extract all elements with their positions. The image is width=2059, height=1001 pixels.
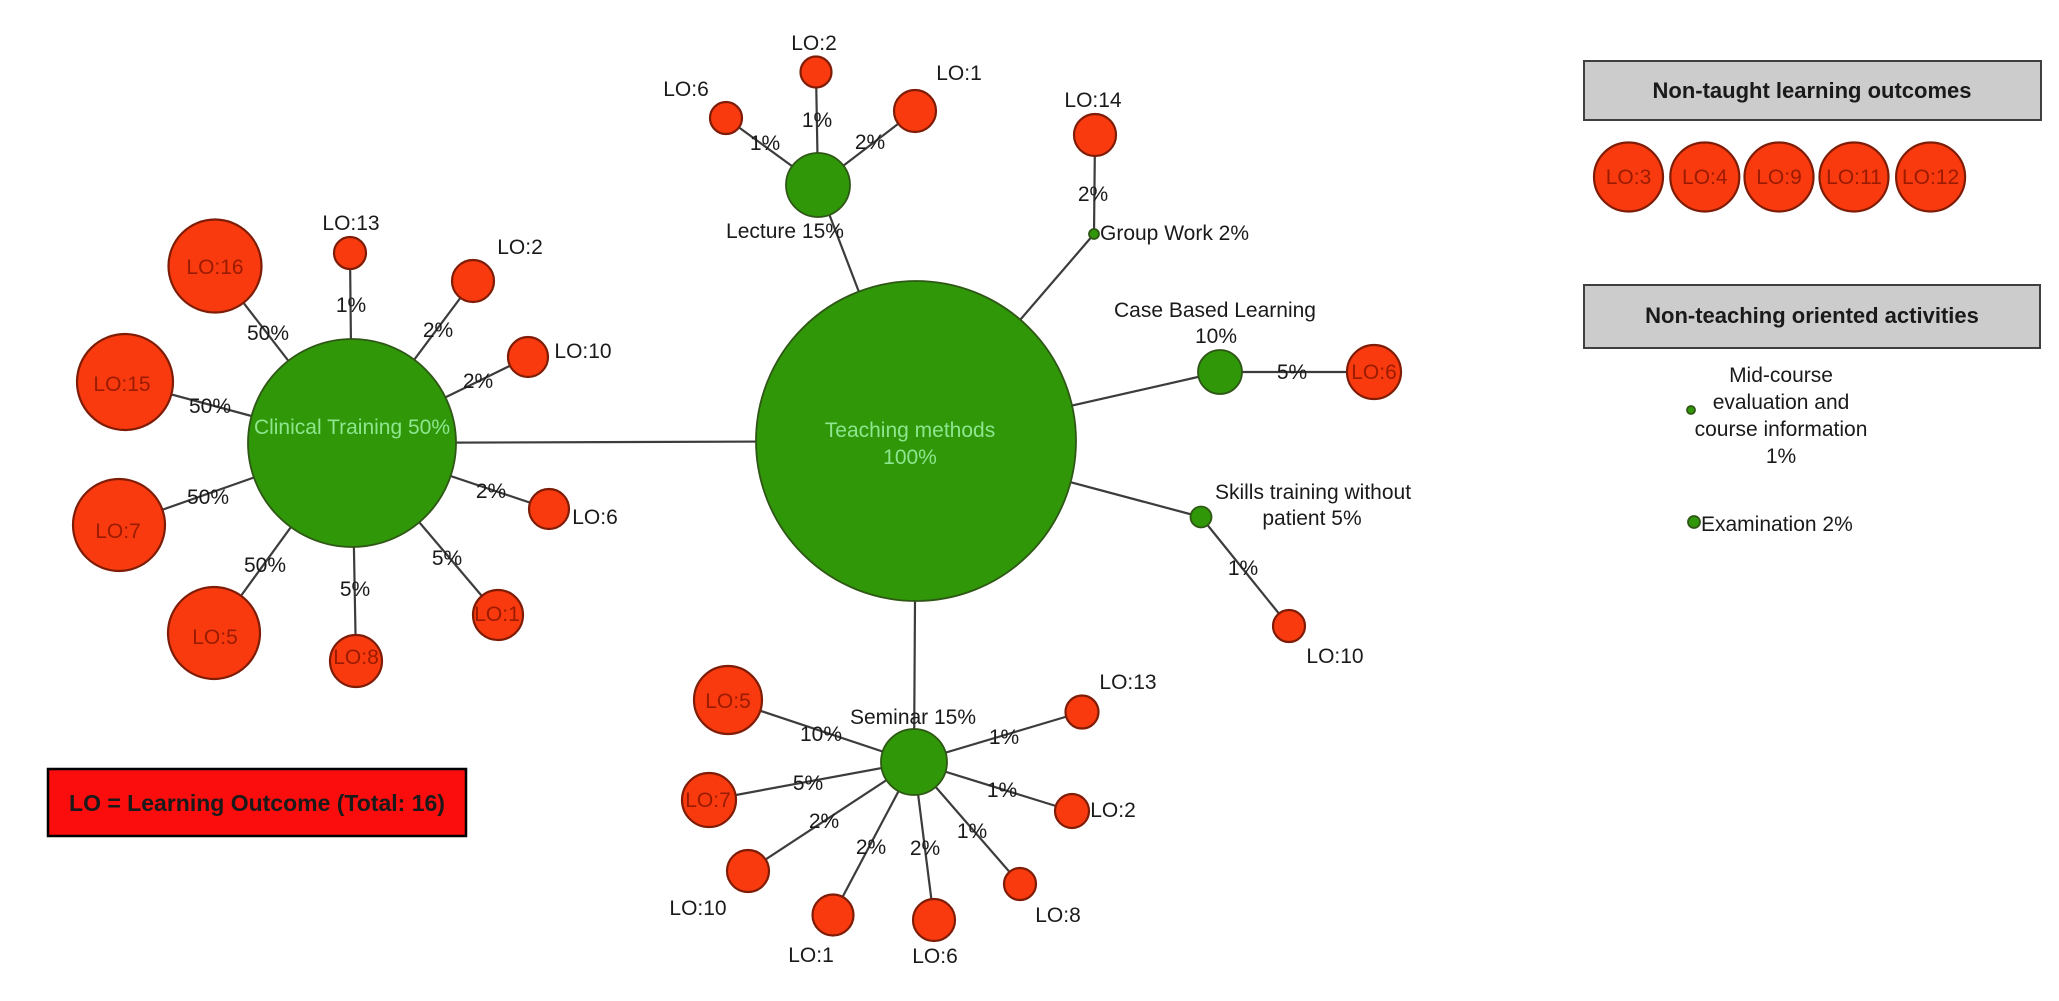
svg-text:course information: course information xyxy=(1695,418,1868,441)
svg-text:5%: 5% xyxy=(432,547,462,570)
svg-text:LO:6: LO:6 xyxy=(572,506,618,529)
svg-text:50%: 50% xyxy=(247,322,289,345)
svg-text:1%: 1% xyxy=(1766,445,1796,468)
svg-text:LO = Learning Outcome (Total:: LO = Learning Outcome (Total: 16) xyxy=(69,790,445,816)
svg-text:2%: 2% xyxy=(910,837,940,860)
svg-text:Lecture 15%: Lecture 15% xyxy=(726,220,844,243)
svg-text:LO:8: LO:8 xyxy=(333,646,379,669)
svg-text:10%: 10% xyxy=(800,723,842,746)
svg-text:Non-teaching oriented activiti: Non-teaching oriented activities xyxy=(1645,303,1979,328)
svg-text:LO:1: LO:1 xyxy=(474,603,520,626)
svg-text:1%: 1% xyxy=(336,294,366,317)
svg-text:LO:7: LO:7 xyxy=(685,789,731,812)
svg-text:LO:12: LO:12 xyxy=(1902,166,1959,189)
svg-text:LO:15: LO:15 xyxy=(93,373,150,396)
svg-text:Clinical Training 50%: Clinical Training 50% xyxy=(254,416,450,439)
svg-text:50%: 50% xyxy=(189,395,231,418)
svg-text:LO:7: LO:7 xyxy=(95,520,141,543)
svg-text:Non-taught learning outcomes: Non-taught learning outcomes xyxy=(1653,78,1972,103)
svg-text:LO:8: LO:8 xyxy=(1035,904,1081,927)
svg-text:10%: 10% xyxy=(1195,325,1237,348)
svg-text:LO:10: LO:10 xyxy=(554,340,611,363)
svg-text:2%: 2% xyxy=(463,370,493,393)
svg-text:LO:2: LO:2 xyxy=(1090,799,1136,822)
svg-text:1%: 1% xyxy=(989,726,1019,749)
svg-text:1%: 1% xyxy=(987,779,1017,802)
svg-text:LO:11: LO:11 xyxy=(1826,166,1882,189)
svg-text:patient 5%: patient 5% xyxy=(1262,507,1361,530)
svg-text:Group Work 2%: Group Work 2% xyxy=(1100,222,1249,245)
svg-text:LO:6: LO:6 xyxy=(663,78,709,101)
svg-text:LO:16: LO:16 xyxy=(186,256,243,279)
svg-text:LO:1: LO:1 xyxy=(936,62,982,85)
svg-text:LO:2: LO:2 xyxy=(791,32,837,55)
svg-text:50%: 50% xyxy=(187,486,229,509)
svg-text:LO:6: LO:6 xyxy=(1351,361,1397,384)
svg-text:50%: 50% xyxy=(244,554,286,577)
svg-text:Skills training without: Skills training without xyxy=(1215,481,1411,504)
svg-text:1%: 1% xyxy=(957,820,987,843)
svg-text:LO:10: LO:10 xyxy=(1306,645,1363,668)
svg-text:2%: 2% xyxy=(1078,183,1108,206)
svg-text:2%: 2% xyxy=(856,836,886,859)
svg-text:2%: 2% xyxy=(476,480,506,503)
svg-text:5%: 5% xyxy=(1277,361,1307,384)
svg-text:5%: 5% xyxy=(340,578,370,601)
svg-text:LO:9: LO:9 xyxy=(1756,166,1802,189)
svg-text:LO:3: LO:3 xyxy=(1606,166,1652,189)
svg-text:1%: 1% xyxy=(1228,557,1258,580)
svg-text:2%: 2% xyxy=(855,131,885,154)
svg-text:2%: 2% xyxy=(809,810,839,833)
svg-text:1%: 1% xyxy=(802,109,832,132)
svg-text:Case Based Learning: Case Based Learning xyxy=(1114,299,1316,322)
svg-text:Seminar 15%: Seminar 15% xyxy=(850,706,976,729)
svg-text:100%: 100% xyxy=(883,446,937,469)
svg-text:2%: 2% xyxy=(423,319,453,342)
svg-text:5%: 5% xyxy=(793,772,823,795)
svg-text:LO:10: LO:10 xyxy=(669,897,726,920)
svg-text:LO:5: LO:5 xyxy=(192,626,238,649)
svg-text:1%: 1% xyxy=(750,132,780,155)
svg-text:Teaching methods: Teaching methods xyxy=(825,419,995,442)
svg-text:LO:5: LO:5 xyxy=(705,690,751,713)
svg-text:LO:13: LO:13 xyxy=(1099,671,1156,694)
svg-text:LO:6: LO:6 xyxy=(912,945,958,968)
svg-text:LO:14: LO:14 xyxy=(1064,89,1122,112)
svg-text:LO:2: LO:2 xyxy=(497,236,543,259)
svg-text:Examination 2%: Examination 2% xyxy=(1701,513,1853,536)
svg-text:LO:1: LO:1 xyxy=(788,944,834,967)
svg-text:evaluation and: evaluation and xyxy=(1713,391,1850,414)
svg-text:Mid-course: Mid-course xyxy=(1729,364,1833,387)
svg-text:LO:4: LO:4 xyxy=(1682,166,1728,189)
svg-text:LO:13: LO:13 xyxy=(322,212,379,235)
